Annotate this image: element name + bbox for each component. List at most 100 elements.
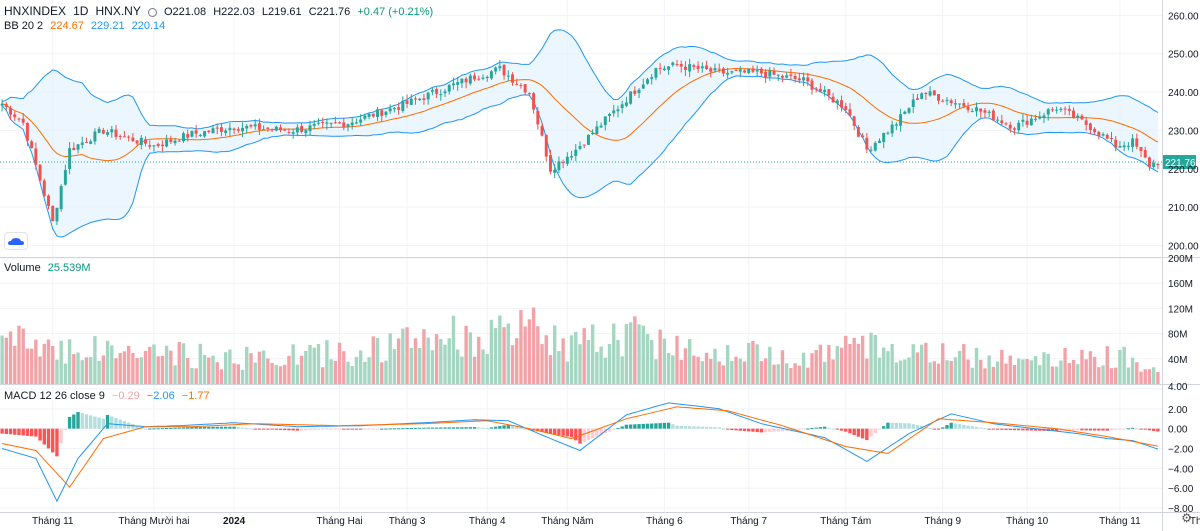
macd-histogram-bar xyxy=(1000,428,1004,430)
candle-body xyxy=(738,69,742,72)
macd-histogram-bar xyxy=(1021,428,1025,431)
candle-body xyxy=(544,135,548,157)
candle-body xyxy=(228,127,232,131)
macd-histogram-bar xyxy=(278,428,283,430)
candle-body xyxy=(966,106,970,111)
macd-histogram-bar xyxy=(451,427,456,429)
volume-bar xyxy=(586,339,591,384)
macd-histogram-bar xyxy=(198,426,203,429)
symbol-name[interactable]: HNXINDEX xyxy=(4,4,67,18)
macd-histogram-bar xyxy=(472,427,477,429)
macd-histogram-bar xyxy=(131,424,135,429)
macd-histogram-bar xyxy=(1118,428,1122,430)
candle-body xyxy=(380,110,384,116)
candle-body xyxy=(207,130,211,133)
volume-bar xyxy=(713,348,717,384)
volume-bar xyxy=(228,349,232,384)
volume-bar xyxy=(253,362,257,384)
volume-bar xyxy=(325,340,329,384)
volume-legend[interactable]: Volume 25.539M xyxy=(4,261,95,275)
volume-bar xyxy=(202,354,207,384)
macd-histogram-bar xyxy=(1033,428,1038,431)
candle-body xyxy=(586,134,590,145)
volume-bar xyxy=(384,360,388,384)
volume-bar xyxy=(198,343,203,384)
volume-bar xyxy=(709,358,713,384)
candle-body xyxy=(152,145,156,147)
macd-histogram-bar xyxy=(553,428,557,435)
volume-bar xyxy=(418,347,422,384)
candle-body xyxy=(1034,118,1038,120)
macd-histogram-bar xyxy=(93,416,97,429)
volume-bar xyxy=(966,359,970,384)
macd-histogram-bar xyxy=(447,427,451,429)
candle-body xyxy=(595,126,599,134)
macd-histogram-bar xyxy=(1109,428,1114,431)
volume-bar xyxy=(536,326,540,384)
volume-bar xyxy=(835,346,839,384)
macd-histogram-bar xyxy=(941,427,945,429)
candle-body xyxy=(772,70,776,75)
candle-body xyxy=(1008,124,1012,129)
macd-histogram-bar xyxy=(1147,428,1152,431)
candle-body xyxy=(991,110,995,121)
interval-label[interactable]: 1D xyxy=(73,4,89,18)
candle-body xyxy=(160,144,164,147)
macd-axis-label: −2.00 xyxy=(1168,445,1194,456)
volume-axis-label: 80M xyxy=(1168,330,1187,341)
macd-histogram-bar xyxy=(110,416,114,429)
candle-body xyxy=(915,98,919,100)
volume-bar xyxy=(232,363,236,384)
macd-histogram-bar xyxy=(468,427,473,429)
candle-body xyxy=(236,129,240,131)
macd-histogram-bar xyxy=(55,428,59,457)
macd-histogram-bar xyxy=(358,428,363,430)
volume-bar xyxy=(768,346,772,384)
candle-body xyxy=(1088,123,1092,131)
candle-body xyxy=(970,111,974,113)
macd-histogram-bar xyxy=(700,426,705,429)
volume-bar xyxy=(80,360,84,384)
macd-histogram-bar xyxy=(25,428,30,436)
macd-histogram-bar xyxy=(515,426,519,429)
volume-bar xyxy=(1067,362,1071,384)
candle-body xyxy=(865,137,869,150)
macd-histogram-bar xyxy=(730,428,734,430)
price-axis-label: 260.00 xyxy=(1168,11,1199,22)
volume-bar xyxy=(844,335,848,384)
macd-histogram-bar xyxy=(633,424,637,429)
macd-histogram-bar xyxy=(401,428,405,430)
macd-histogram-bar xyxy=(270,428,274,430)
bb-legend[interactable]: BB 20 2 224.67 229.21 220.14 xyxy=(4,19,169,33)
volume-bar xyxy=(498,315,502,384)
volume-bar xyxy=(637,324,641,384)
settings-gear-icon[interactable]: ⚙ xyxy=(1181,511,1192,525)
macd-histogram-bar xyxy=(1135,428,1139,430)
candle-body xyxy=(835,100,839,104)
volume-bar xyxy=(481,349,485,384)
volume-bar xyxy=(789,367,793,384)
macd-histogram-bar xyxy=(481,427,485,429)
macd-histogram-bar xyxy=(143,428,148,430)
macd-histogram-bar xyxy=(1101,428,1105,431)
candle-body xyxy=(51,205,55,222)
volume-bar xyxy=(928,362,932,384)
volume-bar xyxy=(283,364,287,384)
candle-body xyxy=(481,77,485,79)
macd-histogram-bar xyxy=(776,428,780,432)
macd-histogram-bar xyxy=(274,428,278,430)
macd-histogram-bar xyxy=(544,428,548,433)
macd-histogram-bar xyxy=(89,415,93,429)
open-value: O221.08 xyxy=(163,6,207,18)
candle-body xyxy=(21,118,25,123)
volume-bar xyxy=(84,357,89,384)
macd-histogram-bar xyxy=(957,424,962,429)
macd-label: MACD 12 26 close 9 xyxy=(4,390,105,402)
macd-histogram-bar xyxy=(835,428,839,430)
cloud-logo-icon[interactable] xyxy=(4,232,28,250)
volume-bar xyxy=(1130,357,1135,384)
volume-bar xyxy=(683,348,688,384)
volume-bar xyxy=(738,358,742,384)
macd-legend[interactable]: MACD 12 26 close 9 −0.29 −2.06 −1.77 xyxy=(4,389,214,403)
